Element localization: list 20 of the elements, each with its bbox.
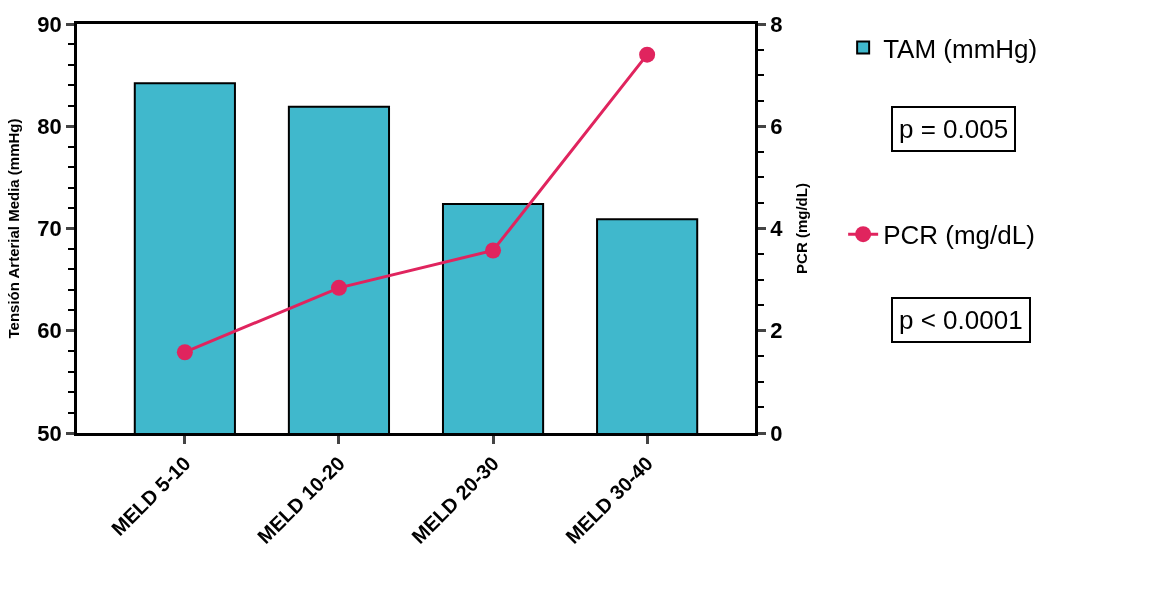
y2-axis-title: PCR (mg/dL) <box>793 183 811 274</box>
point <box>176 344 193 361</box>
legend-label: TAM (mmHg) <box>883 33 1038 64</box>
y2-tick-label: 2 <box>770 318 783 344</box>
point <box>485 242 502 259</box>
y2-tick-label: 0 <box>770 420 783 446</box>
y2-tick-label: 8 <box>770 11 783 37</box>
y-tick-label: 80 <box>37 113 62 139</box>
legend-label: PCR (mg/dL) <box>883 220 1035 251</box>
point <box>639 46 656 63</box>
y-tick-label: 70 <box>37 216 62 242</box>
y-tick-label: 90 <box>37 11 62 37</box>
y-tick-label: 50 <box>37 420 62 446</box>
y2-tick-label: 6 <box>770 113 783 139</box>
y-axis-title: Tensión Arterial Media (mmHg) <box>4 118 22 339</box>
point <box>330 279 347 296</box>
y-tick-label: 60 <box>37 318 62 344</box>
y2-tick-label: 4 <box>770 216 784 242</box>
text: p = 0.005 <box>899 114 1009 144</box>
text: p < 0.0001 <box>899 305 1023 335</box>
